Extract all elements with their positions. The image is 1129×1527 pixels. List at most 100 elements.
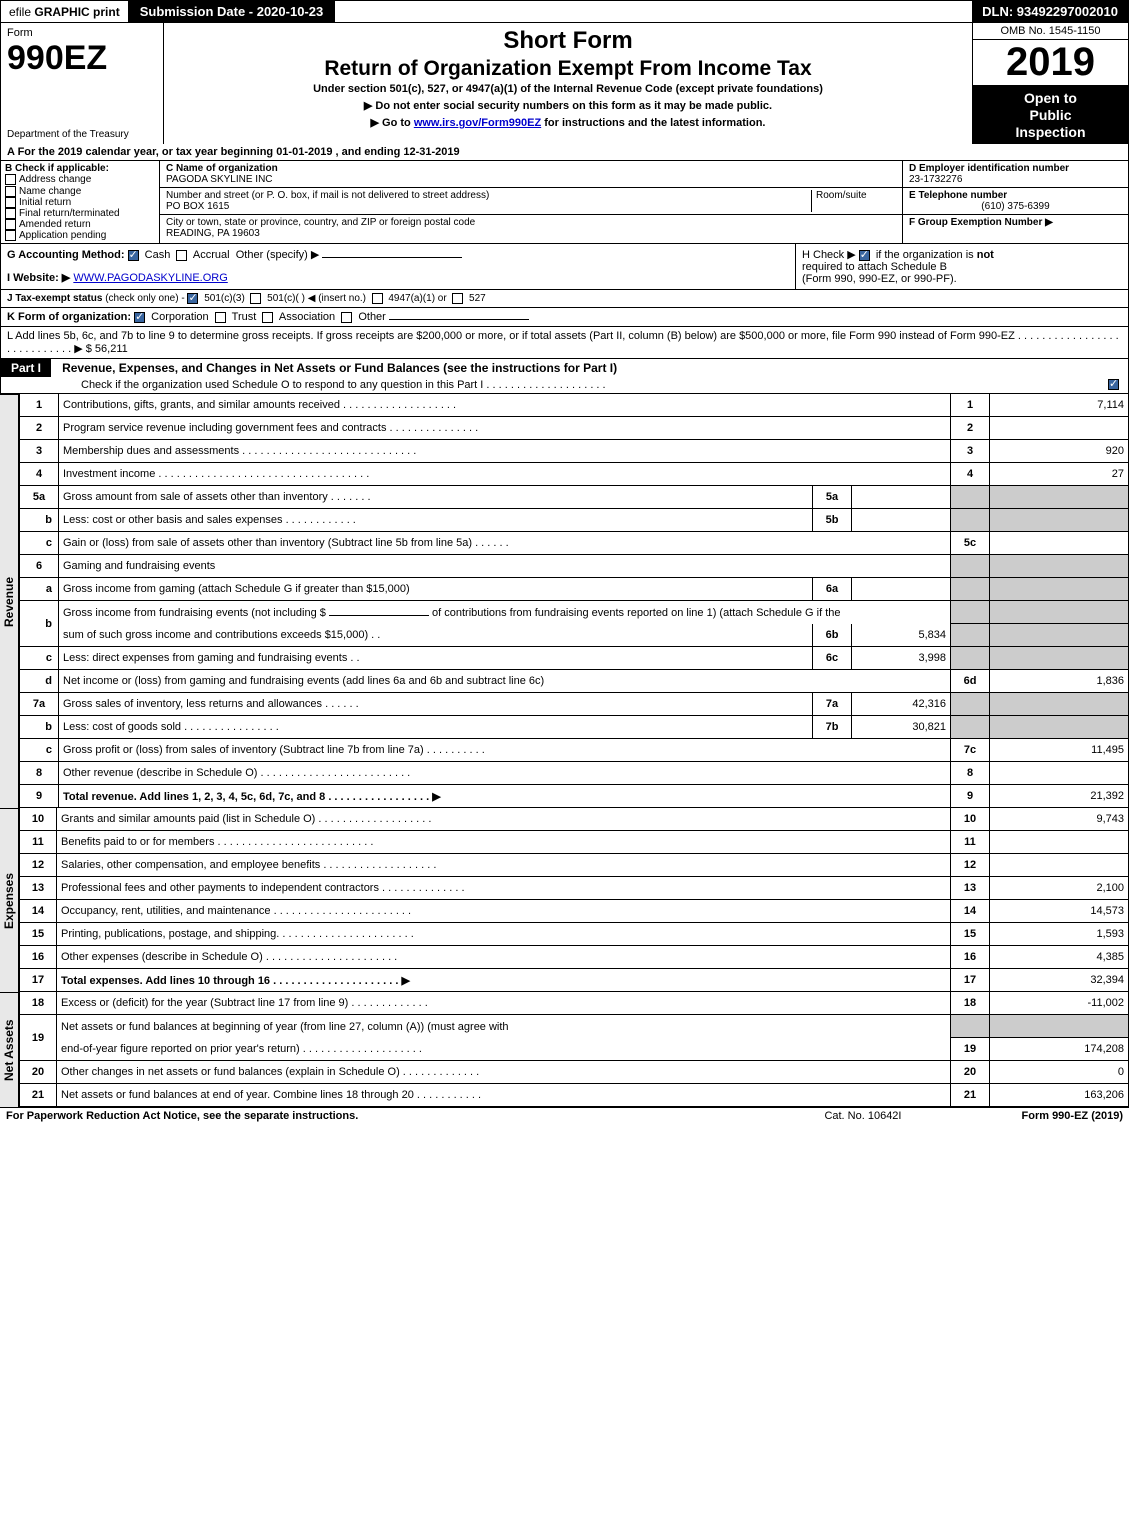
- table-row: 20Other changes in net assets or fund ba…: [20, 1061, 1129, 1084]
- table-row: 3Membership dues and assessments . . . .…: [20, 440, 1129, 463]
- row-gh: G Accounting Method: Cash Accrual Other …: [0, 244, 1129, 290]
- part-i-label: Part I: [1, 359, 51, 377]
- table-row: 5aGross amount from sale of assets other…: [20, 486, 1129, 509]
- footer-mid: Cat. No. 10642I: [824, 1110, 901, 1122]
- section-h: H Check ▶ if the organization is not req…: [795, 244, 1128, 289]
- section-c: C Name of organization PAGODA SKYLINE IN…: [160, 161, 902, 243]
- dept-treasury: Department of the Treasury: [7, 129, 157, 140]
- revenue-section: Revenue 1Contributions, gifts, grants, a…: [0, 394, 1129, 808]
- goto-line: ▶ Go to www.irs.gov/Form990EZ for instru…: [168, 116, 968, 129]
- header-right: OMB No. 1545-1150 2019 Open to Public In…: [972, 23, 1128, 144]
- table-row: 21Net assets or fund balances at end of …: [20, 1084, 1129, 1107]
- checkbox-schedule-o[interactable]: [1108, 379, 1119, 390]
- netassets-label: Net Assets: [0, 992, 19, 1107]
- table-row: bGross income from fundraising events (n…: [20, 601, 1129, 624]
- checkbox-501c[interactable]: [250, 293, 261, 304]
- form-word: Form: [7, 27, 33, 39]
- checkbox[interactable]: [5, 208, 16, 219]
- return-of-title: Return of Organization Exempt From Incom…: [168, 57, 968, 81]
- efile-prefix: efile: [9, 5, 34, 19]
- header-left: Form 990EZ Department of the Treasury: [1, 23, 164, 144]
- under-section: Under section 501(c), 527, or 4947(a)(1)…: [168, 83, 968, 95]
- checkbox-trust[interactable]: [215, 312, 226, 323]
- revenue-table: 1Contributions, gifts, grants, and simil…: [19, 394, 1129, 808]
- table-row: 6Gaming and fundraising events: [20, 555, 1129, 578]
- table-row: 11Benefits paid to or for members . . . …: [20, 831, 1129, 854]
- revenue-label: Revenue: [0, 394, 19, 808]
- page-footer: For Paperwork Reduction Act Notice, see …: [0, 1107, 1129, 1124]
- checkbox[interactable]: [5, 219, 16, 230]
- website-link[interactable]: WWW.PAGODASKYLINE.ORG: [73, 272, 227, 284]
- table-row: end-of-year figure reported on prior yea…: [20, 1038, 1129, 1061]
- table-row: 10Grants and similar amounts paid (list …: [20, 808, 1129, 831]
- footer-right: Form 990-EZ (2019): [1022, 1110, 1124, 1122]
- table-row: cGain or (loss) from sale of assets othe…: [20, 532, 1129, 555]
- table-row: 7aGross sales of inventory, less returns…: [20, 693, 1129, 716]
- form-header: Form 990EZ Department of the Treasury Sh…: [0, 23, 1129, 144]
- room-suite: Room/suite: [811, 190, 896, 212]
- open-public: Open to Public Inspection: [973, 86, 1128, 144]
- table-row: 12Salaries, other compensation, and empl…: [20, 854, 1129, 877]
- expenses-label: Expenses: [0, 808, 19, 992]
- efile-graphic[interactable]: GRAPHIC: [34, 5, 89, 19]
- short-form-title: Short Form: [168, 27, 968, 55]
- checkbox-527[interactable]: [452, 293, 463, 304]
- section-def: D Employer identification number 23-1732…: [902, 161, 1128, 243]
- table-row: sum of such gross income and contributio…: [20, 624, 1129, 647]
- section-a: A For the 2019 calendar year, or tax yea…: [0, 144, 1129, 161]
- table-row: 9Total revenue. Add lines 1, 2, 3, 4, 5c…: [20, 785, 1129, 808]
- checkbox-cash[interactable]: [128, 250, 139, 261]
- efile-print[interactable]: print: [90, 5, 120, 19]
- dln: DLN: 93492297002010: [972, 1, 1128, 22]
- no-ssn-line: ▶ Do not enter social security numbers o…: [168, 99, 968, 112]
- efile-label: efile GRAPHIC print: [1, 3, 128, 21]
- contrib-input[interactable]: [329, 615, 429, 616]
- section-j: J Tax-exempt status (check only one) - 5…: [0, 290, 1129, 308]
- part-i-header: Part I Revenue, Expenses, and Changes in…: [0, 359, 1129, 394]
- footer-left: For Paperwork Reduction Act Notice, see …: [6, 1110, 358, 1122]
- netassets-section: Net Assets 18Excess or (deficit) for the…: [0, 992, 1129, 1107]
- org-street: PO BOX 1615: [166, 201, 229, 212]
- expenses-section: Expenses 10Grants and similar amounts pa…: [0, 808, 1129, 992]
- other-org-input[interactable]: [389, 319, 529, 320]
- other-specify-input[interactable]: [322, 257, 462, 258]
- checkbox-h[interactable]: [859, 250, 870, 261]
- section-b: B Check if applicable: Address change Na…: [1, 161, 160, 243]
- checkbox-501c3[interactable]: [187, 293, 198, 304]
- checkbox-4947[interactable]: [372, 293, 383, 304]
- checkbox-accrual[interactable]: [176, 250, 187, 261]
- checkbox[interactable]: [5, 174, 16, 185]
- top-bar: efile GRAPHIC print Submission Date - 20…: [0, 0, 1129, 23]
- section-g: G Accounting Method: Cash Accrual Other …: [1, 244, 795, 289]
- table-row: bLess: cost of goods sold . . . . . . . …: [20, 716, 1129, 739]
- irs-link[interactable]: www.irs.gov/Form990EZ: [414, 117, 541, 129]
- org-city: READING, PA 19603: [166, 228, 260, 239]
- table-row: bLess: cost or other basis and sales exp…: [20, 509, 1129, 532]
- checkbox[interactable]: [5, 186, 16, 197]
- checkbox[interactable]: [5, 230, 16, 241]
- table-row: 8Other revenue (describe in Schedule O) …: [20, 762, 1129, 785]
- table-row: 16Other expenses (describe in Schedule O…: [20, 946, 1129, 969]
- checkbox-other[interactable]: [341, 312, 352, 323]
- submission-date: Submission Date - 2020-10-23: [128, 1, 336, 22]
- omb-number: OMB No. 1545-1150: [973, 23, 1128, 40]
- table-row: 2Program service revenue including gover…: [20, 417, 1129, 440]
- ein: 23-1732276: [909, 174, 962, 185]
- checkbox-assoc[interactable]: [262, 312, 273, 323]
- telephone: (610) 375-6399: [909, 201, 1122, 212]
- part-i-title: Revenue, Expenses, and Changes in Net As…: [54, 361, 617, 375]
- checkbox[interactable]: [5, 197, 16, 208]
- table-row: cLess: direct expenses from gaming and f…: [20, 647, 1129, 670]
- table-row: 4Investment income . . . . . . . . . . .…: [20, 463, 1129, 486]
- table-row: dNet income or (loss) from gaming and fu…: [20, 670, 1129, 693]
- info-grid: B Check if applicable: Address change Na…: [0, 161, 1129, 244]
- table-row: 14Occupancy, rent, utilities, and mainte…: [20, 900, 1129, 923]
- table-row: 19Net assets or fund balances at beginni…: [20, 1015, 1129, 1038]
- tax-year: 2019: [973, 40, 1128, 86]
- table-row: cGross profit or (loss) from sales of in…: [20, 739, 1129, 762]
- netassets-table: 18Excess or (deficit) for the year (Subt…: [19, 992, 1129, 1107]
- expenses-table: 10Grants and similar amounts paid (list …: [19, 808, 1129, 992]
- checkbox-corp[interactable]: [134, 312, 145, 323]
- table-row: 1Contributions, gifts, grants, and simil…: [20, 394, 1129, 417]
- section-l: L Add lines 5b, 6c, and 7b to line 9 to …: [0, 327, 1129, 359]
